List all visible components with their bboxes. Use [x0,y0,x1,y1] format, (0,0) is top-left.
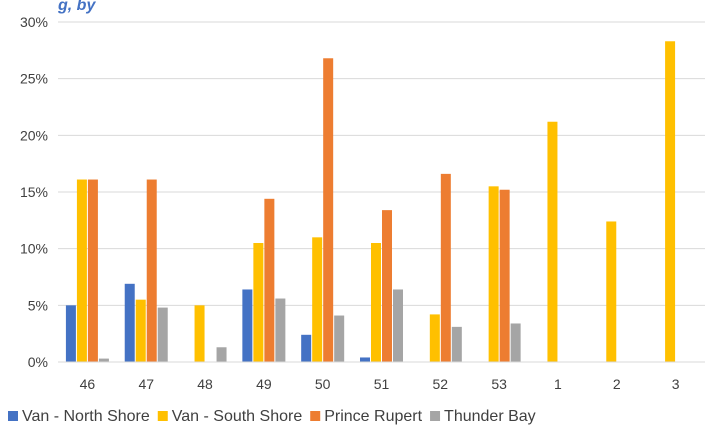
legend-label: Van - North Shore [22,408,150,425]
bar-thunder-bay-48 [216,347,227,362]
x-tick-label: 47 [138,376,154,392]
bar-van-south-shore-46 [76,179,87,362]
grid-lines [58,21,705,306]
bar-van-north-shore-46 [65,305,76,362]
bar-van-north-shore-47 [124,283,135,362]
bar-van-north-shore-51 [360,357,370,362]
legend-label: Prince Rupert [324,408,422,425]
y-axis-ticks: 0% 5% 10% 15% 20% 25% 30% [20,14,48,370]
x-tick-label: 49 [256,376,272,392]
x-tick-label: 50 [315,376,331,392]
y-tick-label: 15% [20,184,48,200]
bar-prince-rupert-53 [499,189,510,362]
bar-van-south-shore-53 [488,186,499,362]
bar-thunder-bay-51 [393,289,403,362]
legend-label: Van - South Shore [172,408,303,425]
bar-thunder-bay-47 [157,307,168,362]
bar-van-south-shore-52 [429,314,440,362]
bar-thunder-bay-52 [451,326,462,362]
x-tick-label: 2 [613,376,621,392]
bar-thunder-bay-46 [98,358,109,362]
legend-swatch [8,411,18,421]
bar-van-north-shore-50 [301,334,312,362]
x-tick-label: 1 [554,376,562,392]
legend-label: Thunder Bay [444,408,536,425]
y-tick-label: 20% [20,127,48,143]
bar-van-south-shore-51 [371,243,381,362]
bar-van-south-shore-3 [665,41,676,363]
bars [65,41,676,363]
bar-van-north-shore-49 [242,289,253,362]
x-tick-label: 48 [197,376,213,392]
bar-prince-rupert-51 [382,210,392,362]
legend-swatch [157,411,168,421]
y-tick-label: 5% [28,297,48,313]
bar-thunder-bay-53 [510,323,521,362]
y-tick-label: 25% [20,71,48,87]
bar-van-south-shore-1 [547,121,558,362]
bar-van-south-shore-48 [194,305,205,362]
legend: Van - North Shore Van - South Shore Prince… [8,408,536,425]
bar-prince-rupert-52 [440,173,451,362]
bar-prince-rupert-46 [87,179,98,362]
bar-van-south-shore-2 [606,221,617,362]
bar-thunder-bay-50 [334,315,345,362]
legend-swatch [430,411,441,421]
bar-prince-rupert-49 [264,198,275,362]
y-tick-label: 0% [28,354,48,370]
bar-thunder-bay-49 [275,298,286,362]
x-axis-ticks: 46 47 48 49 50 51 52 53 1 2 3 [80,376,680,392]
bar-van-south-shore-49 [253,243,264,362]
y-tick-label: 30% [20,14,48,30]
bar-prince-rupert-50 [323,58,334,363]
x-tick-label: 52 [433,376,449,392]
x-tick-label: 46 [80,376,96,392]
bar-prince-rupert-47 [146,179,157,362]
x-tick-label: 3 [672,376,680,392]
x-tick-label: 51 [374,376,390,392]
bar-van-south-shore-47 [135,299,146,362]
legend-swatch [310,411,321,421]
y-tick-label: 10% [20,241,48,257]
bar-van-south-shore-50 [312,237,323,362]
chart-title-fragment: g, by [57,0,96,14]
x-tick-label: 53 [491,376,507,392]
